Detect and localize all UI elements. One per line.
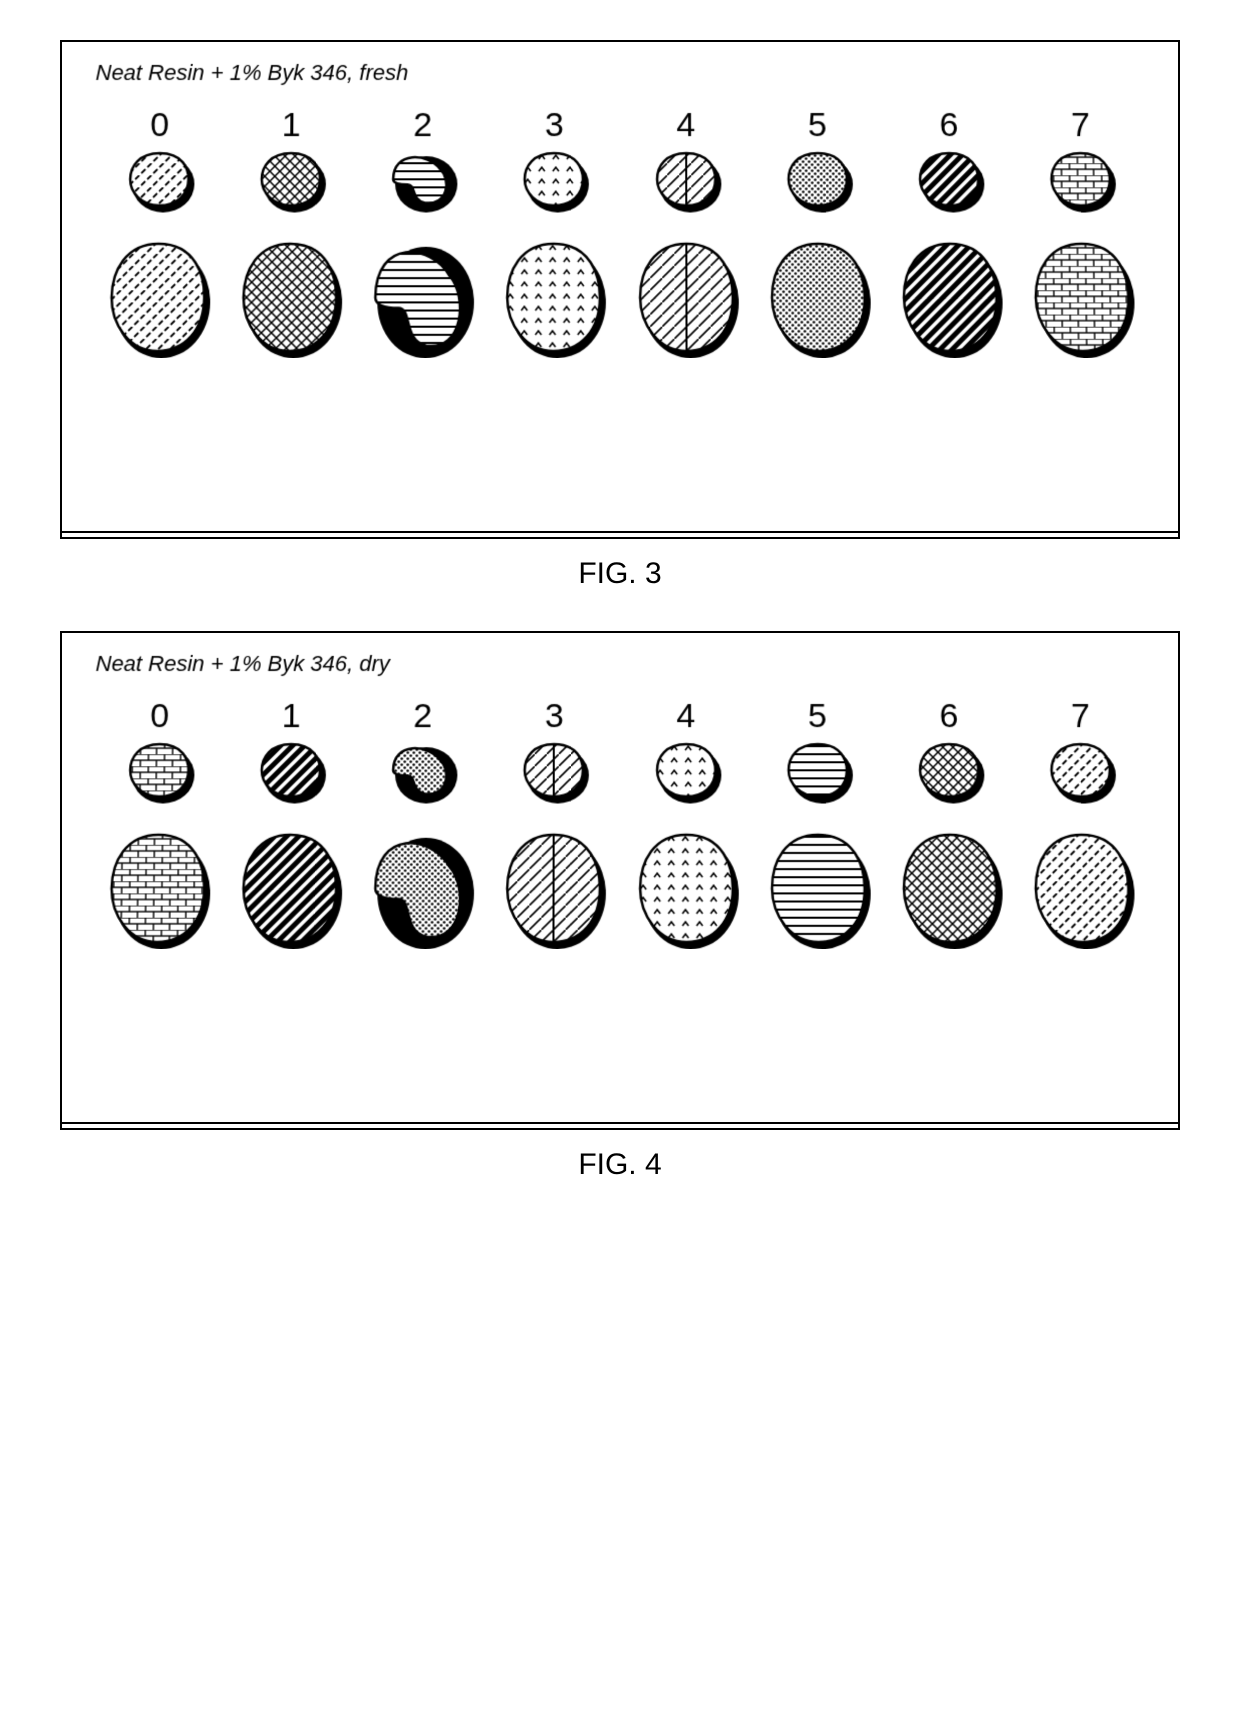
sample-blob <box>655 151 717 207</box>
sample-blob <box>1034 242 1132 353</box>
sample-blob <box>786 151 849 207</box>
panel-title: Neat Resin + 1% Byk 346, dry <box>95 651 1148 677</box>
large-sample-row <box>98 833 1142 944</box>
column-header: 5 <box>758 106 876 145</box>
sample-blob <box>1050 742 1113 798</box>
sample-blob <box>127 151 190 207</box>
sample-blob <box>523 151 585 207</box>
column-header: 4 <box>627 106 745 145</box>
sample-blob <box>902 242 1000 353</box>
column-header: 3 <box>495 106 613 145</box>
sample-blob <box>391 742 454 798</box>
sample-blob <box>638 833 735 944</box>
small-sample-row <box>100 151 1140 207</box>
figure-panel: Neat Resin + 1% Byk 346, fresh 01234567 <box>60 40 1180 591</box>
column-header: 0 <box>101 697 219 736</box>
sample-blob <box>241 242 339 353</box>
sample-blob <box>259 742 322 798</box>
sample-blob <box>241 833 339 944</box>
sample-blob <box>902 833 1000 944</box>
column-header: 7 <box>1021 106 1139 145</box>
sample-blob <box>918 742 981 798</box>
sample-blob <box>655 742 717 798</box>
sample-blob <box>786 742 849 798</box>
sample-blob <box>505 242 602 353</box>
panel-title: Neat Resin + 1% Byk 346, fresh <box>95 60 1148 86</box>
small-sample-row <box>100 742 1140 798</box>
column-header: 1 <box>232 697 350 736</box>
column-header: 5 <box>758 697 876 736</box>
sample-blob <box>523 742 585 798</box>
sample-blob <box>638 242 735 353</box>
column-header: 3 <box>495 697 613 736</box>
sample-blob <box>1050 151 1113 207</box>
sample-blob <box>1034 833 1132 944</box>
column-header: 6 <box>890 106 1008 145</box>
large-sample-row <box>98 242 1142 353</box>
sample-blob <box>770 833 867 944</box>
column-header-row: 01234567 <box>101 106 1140 145</box>
sample-blob <box>918 151 981 207</box>
column-header-row: 01234567 <box>101 697 1140 736</box>
figure-caption: FIG. 3 <box>60 557 1180 591</box>
column-header: 2 <box>364 106 482 145</box>
column-header: 1 <box>232 106 350 145</box>
figure-panel: Neat Resin + 1% Byk 346, dry 01234567 <box>60 631 1180 1182</box>
column-header: 0 <box>101 106 219 145</box>
sample-blob <box>373 833 470 944</box>
sample-blob <box>108 833 206 944</box>
sample-blob <box>127 742 190 798</box>
sample-blob <box>391 151 454 207</box>
figure-caption: FIG. 4 <box>60 1148 1180 1182</box>
sample-blob <box>505 833 602 944</box>
sample-blob <box>108 242 206 353</box>
column-header: 6 <box>890 697 1008 736</box>
column-header: 2 <box>364 697 482 736</box>
sample-blob <box>373 242 470 353</box>
column-header: 4 <box>627 697 745 736</box>
sample-blob <box>259 151 322 207</box>
sample-blob <box>770 242 867 353</box>
column-header: 7 <box>1021 697 1139 736</box>
